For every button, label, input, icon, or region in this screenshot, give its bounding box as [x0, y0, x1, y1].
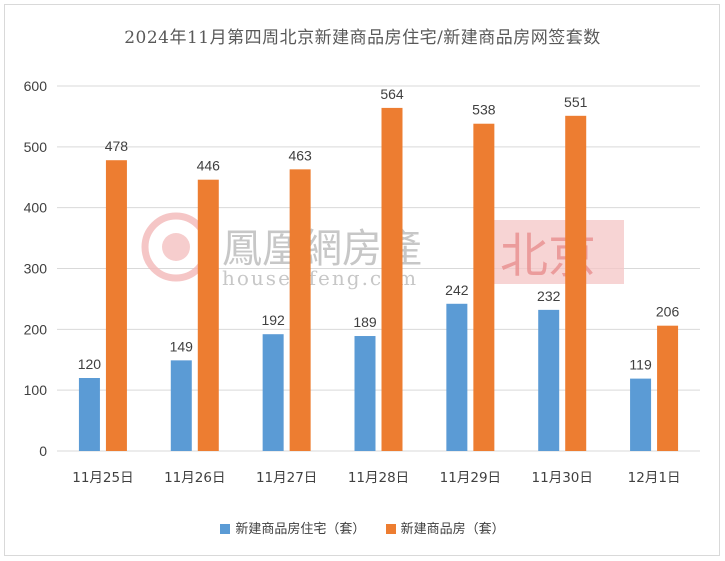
data-label: 478: [105, 138, 129, 154]
y-tick-label: 500: [24, 139, 48, 155]
watermark-city-badge: [482, 220, 624, 284]
x-axis-ticks: 11月25日 11月26日 11月27日 11月28日 11月29日 11月30日 12月1…: [72, 470, 680, 486]
data-label: 232: [537, 288, 561, 304]
bar: [657, 325, 679, 451]
data-label: 206: [656, 304, 680, 320]
bar: [381, 107, 403, 452]
data-label: 242: [445, 282, 469, 298]
chart-title: 2024年11月第四周北京新建商品房住宅/新建商品房网签套数: [124, 28, 601, 48]
data-label: 463: [288, 147, 312, 163]
legend: 新建商品房住宅（套） 新建商品房（套）: [0, 518, 725, 537]
bar: [630, 378, 652, 451]
x-tick-label: 11月25日: [72, 470, 133, 486]
bar: [105, 160, 127, 451]
legend-swatch: [385, 524, 396, 534]
data-label: 446: [197, 158, 221, 174]
data-label: 192: [261, 312, 285, 328]
data-label: 551: [564, 94, 588, 110]
bar: [170, 360, 192, 451]
bar: [197, 179, 219, 451]
x-tick-label: 11月27日: [256, 470, 317, 486]
bar: [262, 334, 284, 451]
y-tick-label: 0: [39, 443, 47, 459]
data-label: 149: [170, 338, 194, 354]
legend-label: 新建商品房住宅（套）: [235, 522, 366, 537]
legend-swatch: [220, 524, 231, 534]
legend-item-series-2: 新建商品房（套）: [385, 518, 505, 537]
bar: [538, 309, 560, 451]
bar: [446, 303, 468, 451]
data-label: 538: [472, 102, 496, 118]
y-tick-label: 400: [24, 200, 48, 216]
data-label: 564: [380, 86, 404, 102]
bar: [289, 169, 311, 451]
x-tick-label: 11月30日: [532, 470, 593, 486]
x-tick-label: 12月1日: [628, 470, 681, 486]
watermark-logo-inner-icon: [162, 233, 190, 261]
x-tick-label: 11月26日: [164, 470, 225, 486]
y-axis-ticks: 0 100 200 300 400 500 600: [24, 78, 48, 459]
data-label: 120: [78, 356, 102, 372]
y-tick-label: 100: [24, 382, 48, 398]
bar: [354, 336, 376, 451]
x-tick-label: 11月29日: [440, 470, 501, 486]
legend-item-series-1: 新建商品房住宅（套）: [220, 518, 365, 537]
data-labels: 120 478 149 446 192 463 189 564 242 538 232 551 119 2…: [78, 86, 680, 373]
y-tick-label: 200: [24, 321, 48, 337]
x-tick-label: 11月28日: [348, 470, 409, 486]
y-tick-label: 300: [24, 261, 48, 277]
bar: [565, 115, 587, 451]
data-label: 119: [629, 357, 652, 373]
data-label: 189: [353, 314, 377, 330]
bar: [78, 378, 100, 451]
bars: [78, 107, 679, 452]
legend-label: 新建商品房（套）: [400, 522, 505, 537]
bar: [473, 123, 495, 451]
y-tick-label: 600: [24, 78, 48, 94]
